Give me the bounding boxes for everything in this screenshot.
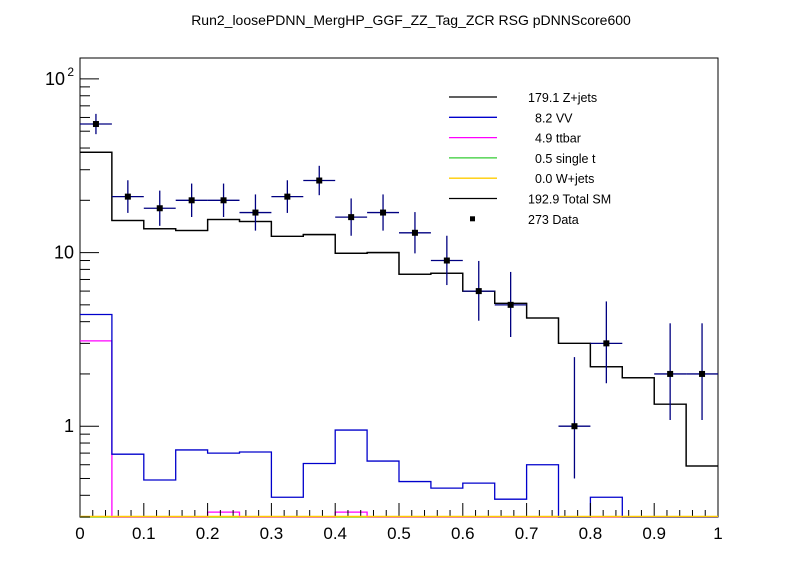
data-point <box>239 194 272 231</box>
hist-vv <box>80 313 718 518</box>
data-marker <box>316 177 323 184</box>
data-point <box>558 357 591 479</box>
legend-label: 273 Data <box>528 213 579 227</box>
legend-entry: 4.9 ttbar <box>449 132 581 146</box>
x-tick-label: 0.9 <box>642 524 666 543</box>
data-marker <box>156 205 163 212</box>
data-marker <box>348 214 355 221</box>
legend: 179.1 Z+jets 8.2 VV 4.9 ttbar 0.5 single t 0… <box>449 91 611 227</box>
data-point <box>143 190 176 226</box>
y-tick-label: 10 <box>45 69 65 89</box>
data-marker <box>507 301 514 308</box>
data-marker <box>188 197 195 204</box>
x-tick-label: 1 <box>713 524 722 543</box>
data-marker <box>411 229 418 236</box>
data-marker <box>284 193 291 200</box>
legend-label: 0.0 W+jets <box>535 172 594 186</box>
y-tick-label: 1 <box>64 416 74 436</box>
data-point <box>80 113 112 135</box>
legend-label: 4.9 ttbar <box>535 132 581 146</box>
data-marker <box>124 193 131 200</box>
legend-entry: 8.2 VV <box>449 111 573 125</box>
data-marker <box>220 197 227 204</box>
data-marker <box>603 340 610 347</box>
data-point <box>399 212 431 254</box>
y-tick-label: 10 <box>54 243 74 263</box>
data-point <box>430 235 463 286</box>
hist-total-sm <box>80 151 718 467</box>
x-tick-label: 0.6 <box>451 524 475 543</box>
x-tick-label: 0.2 <box>196 524 220 543</box>
x-tick-label: 0 <box>75 524 84 543</box>
histograms <box>80 151 718 518</box>
data-marker <box>252 209 259 216</box>
data-point <box>686 323 718 421</box>
data-point <box>494 271 527 338</box>
data-marker <box>92 121 99 128</box>
data-point <box>335 198 368 236</box>
data-point <box>175 183 208 217</box>
data-point <box>367 194 399 231</box>
x-tick-label: 0.8 <box>579 524 603 543</box>
data-point <box>462 260 495 321</box>
plot-frame <box>79 57 719 518</box>
data-marker <box>571 423 578 430</box>
x-tick-label: 0.7 <box>515 524 539 543</box>
x-tick-label: 0.1 <box>132 524 156 543</box>
x-tick-label: 0.3 <box>260 524 284 543</box>
legend-marker-swatch <box>470 216 475 222</box>
data-point <box>303 165 336 196</box>
data-point <box>207 183 240 217</box>
legend-entry: 179.1 Z+jets <box>449 91 597 105</box>
data-points <box>80 113 718 479</box>
data-marker <box>667 370 674 377</box>
data-point <box>654 323 687 421</box>
data-marker <box>475 288 482 295</box>
data-point <box>111 180 144 213</box>
legend-entry: 0.0 W+jets <box>449 172 594 186</box>
chart-title: Run2_loosePDNN_MergHP_GGF_ZZ_Tag_ZCR RSG… <box>191 12 631 28</box>
legend-label: 179.1 Z+jets <box>528 91 597 105</box>
legend-label: 192.9 Total SM <box>528 193 611 207</box>
data-point <box>590 301 623 384</box>
legend-entry: 273 Data <box>470 213 579 227</box>
data-marker <box>443 257 450 264</box>
data-marker <box>699 370 706 377</box>
legend-entry: 192.9 Total SM <box>449 193 611 207</box>
legend-entry: 0.5 single t <box>449 152 596 166</box>
y-tick-exponent: 2 <box>67 65 74 79</box>
x-axis: 0 0.1 0.2 0.3 0.4 0.5 0.6 0.7 0.8 0.9 1 <box>75 503 723 543</box>
legend-label: 0.5 single t <box>535 152 596 166</box>
data-marker <box>380 209 387 216</box>
x-tick-label: 0.5 <box>387 524 411 543</box>
hist-z-jets <box>80 151 718 467</box>
x-tick-label: 0.4 <box>323 524 347 543</box>
legend-label: 8.2 VV <box>535 111 573 125</box>
data-point <box>271 180 304 213</box>
